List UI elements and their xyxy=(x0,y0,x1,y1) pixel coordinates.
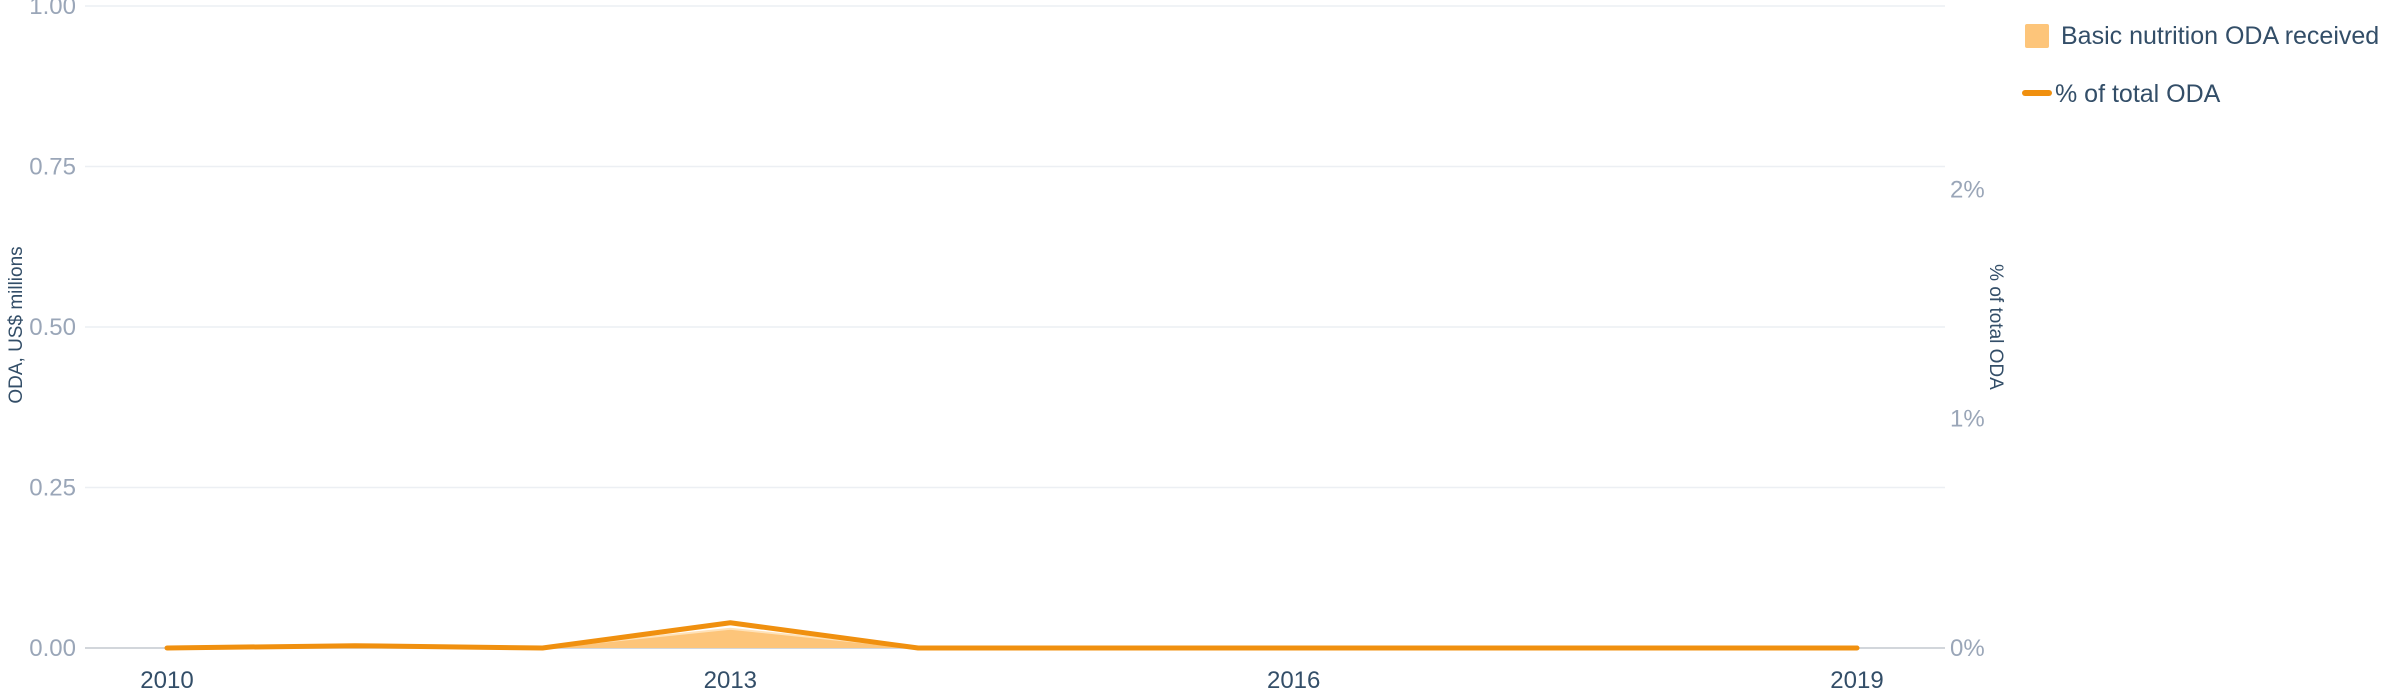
y-right-axis-title: % of total ODA xyxy=(1985,264,2006,390)
x-tick-label: 2010 xyxy=(140,667,193,694)
y-left-tick-label: 0.25 xyxy=(29,475,76,502)
x-tick-label: 2016 xyxy=(1267,667,1320,694)
legend-swatch-area xyxy=(2025,24,2049,48)
y-left-tick-label: 0.50 xyxy=(29,314,76,341)
legend-label-line: % of total ODA xyxy=(2055,80,2221,108)
y-left-tick-label: 1.00 xyxy=(29,0,76,20)
x-tick-label: 2013 xyxy=(704,667,757,694)
legend-label-area: Basic nutrition ODA received xyxy=(2061,22,2379,50)
y-right-tick-label: 2% xyxy=(1950,176,1985,203)
x-tick-label: 2019 xyxy=(1830,667,1883,694)
y-right-tick-label: 1% xyxy=(1950,406,1985,433)
y-left-tick-label: 0.00 xyxy=(29,635,76,662)
y-left-axis-title: ODA, US$ millions xyxy=(6,246,27,403)
y-right-tick-label: 0% xyxy=(1950,635,1985,662)
series-line-pct-total-oda xyxy=(164,620,1860,651)
y-left-tick-label: 0.75 xyxy=(29,154,76,181)
